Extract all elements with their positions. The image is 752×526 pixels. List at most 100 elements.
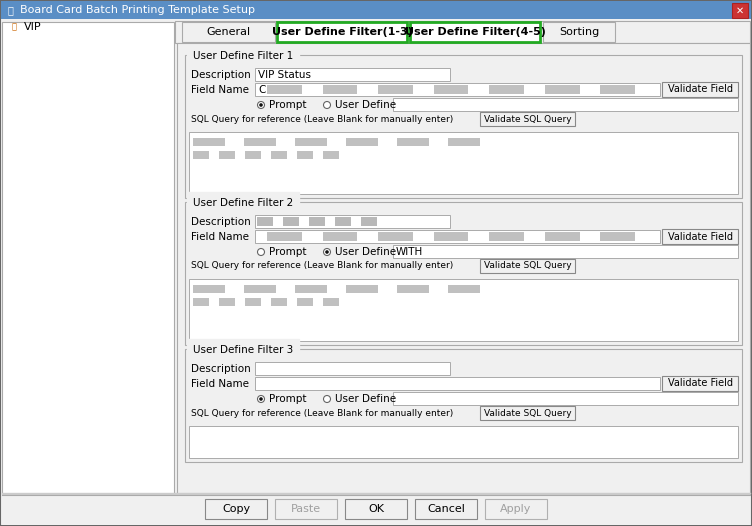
Bar [480,406,575,420]
Text: User Define Filter(4-5): User Define Filter(4-5) [405,27,545,37]
Bar [2,1,18,19]
Bar [177,43,750,494]
Bar [345,499,407,519]
Text: SQL Query for reference (Leave Blank for manually enter): SQL Query for reference (Leave Blank for… [191,409,453,418]
Bar [205,499,267,519]
Bar [189,279,738,341]
Bar [244,138,276,146]
Bar [393,392,738,405]
Text: User Define Filter 2: User Define Filter 2 [193,198,293,208]
Text: Validate SQL Query: Validate SQL Query [484,115,572,124]
Bar [255,230,660,243]
Bar [267,85,302,94]
Circle shape [323,248,330,256]
Bar [255,68,450,81]
Bar [244,285,276,293]
Bar [480,259,575,273]
Circle shape [325,250,329,254]
Text: Sorting: Sorting [559,27,599,37]
Bar [378,232,413,241]
Bar [193,151,209,159]
Bar [245,298,261,306]
Bar [267,232,302,241]
Bar [1,1,751,19]
Circle shape [323,102,330,108]
Text: Validate SQL Query: Validate SQL Query [484,261,572,270]
Bar [2,493,750,525]
Bar [545,232,580,241]
Bar [255,362,450,375]
Text: SQL Query for reference (Leave Blank for manually enter): SQL Query for reference (Leave Blank for… [191,261,453,270]
Bar [257,217,273,226]
Bar [545,85,580,94]
Bar [410,22,540,42]
Bar [193,285,225,293]
Bar [393,98,738,111]
Text: General: General [207,27,250,37]
Bar [662,82,738,97]
Text: Field Name: Field Name [191,379,249,389]
Text: C: C [258,85,265,95]
Text: Prompt: Prompt [269,100,307,110]
Text: Validate Field: Validate Field [668,231,732,241]
Bar [309,217,326,226]
Bar [2,493,750,495]
Text: ✕: ✕ [736,5,744,15]
Bar [490,85,524,94]
Text: Paste: Paste [291,504,321,514]
Text: OK: OK [368,504,384,514]
Bar [255,215,450,228]
Text: Copy: Copy [222,504,250,514]
Text: Validate Field: Validate Field [668,379,732,389]
Text: Description: Description [191,364,250,374]
Bar [393,245,738,258]
Bar [732,3,748,18]
Circle shape [323,396,330,402]
Bar [185,202,742,345]
Bar [189,132,738,194]
Circle shape [257,102,265,108]
Text: Prompt: Prompt [269,394,307,404]
Circle shape [257,248,265,256]
Bar [485,499,547,519]
Text: Apply: Apply [500,504,532,514]
Bar [271,298,287,306]
Bar [662,376,738,391]
Bar [323,232,357,241]
Bar [662,229,738,244]
Bar [600,85,635,94]
Bar [397,285,429,293]
Text: Field Name: Field Name [191,232,249,242]
Text: User Define: User Define [335,394,396,404]
Text: Description: Description [191,70,250,80]
Text: User Define Filter 3: User Define Filter 3 [193,345,293,355]
Bar [175,21,750,43]
Text: User Define: User Define [335,100,396,110]
Bar [434,85,468,94]
Bar [295,285,327,293]
Bar [434,232,468,241]
Bar [275,499,337,519]
Bar [1,1,751,19]
Text: Board Card Batch Printing Template Setup: Board Card Batch Printing Template Setup [20,5,255,15]
Bar [335,217,351,226]
Bar [189,426,738,458]
Bar [346,138,378,146]
Bar [361,217,378,226]
Bar [448,285,481,293]
Bar [297,151,314,159]
Bar [480,112,575,126]
Bar [185,349,742,462]
Bar [277,22,407,42]
Bar [271,151,287,159]
Text: User Define Filter 1: User Define Filter 1 [193,51,293,61]
Text: Cancel: Cancel [427,504,465,514]
Bar [219,298,235,306]
Bar [295,138,327,146]
Text: VIP Status: VIP Status [258,70,311,80]
Bar [323,151,339,159]
Text: 🖨: 🖨 [7,5,13,15]
Text: Description: Description [191,217,250,227]
Bar [600,232,635,241]
Bar [323,298,339,306]
